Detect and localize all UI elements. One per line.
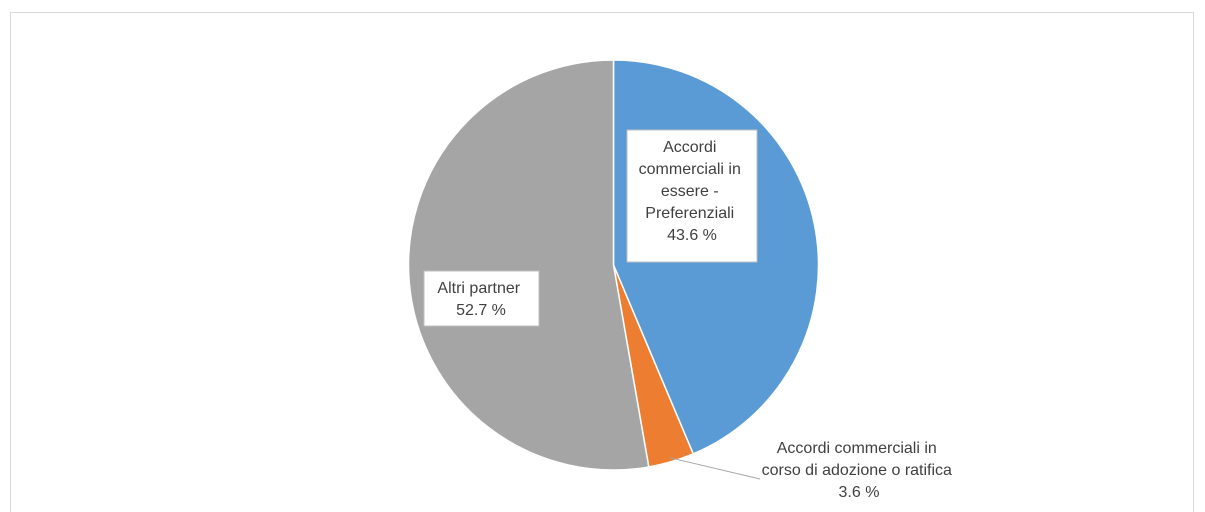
- slice-0-label-line-1: commerciali in: [639, 161, 741, 178]
- slice-1-label-line-0: Accordi commerciali in: [777, 440, 937, 457]
- slice-0-label-line-0: Accordi: [663, 139, 716, 156]
- slice-2-label-line-0: Altri partner: [437, 280, 520, 297]
- slice-label-altri-partner: Altri partner 52.7 %: [423, 270, 540, 327]
- slice-label-adozione: Accordi commerciali in corso di adozione…: [762, 440, 957, 501]
- slice-label-preferenziali: Accordi commerciali in essere - Preferen…: [626, 129, 758, 263]
- slice-2-value-label: 52.7 %: [456, 302, 506, 319]
- leader-line: [670, 457, 761, 480]
- svg-text:Accordi commerciali in c: Accordi commerciali in corso di adozione…: [762, 440, 957, 501]
- slice-0-label-line-2: essere -: [661, 183, 719, 200]
- chart-area: [10, 12, 1194, 512]
- slice-0-value-label: 43.6 %: [667, 227, 717, 244]
- pie-slices: [407, 59, 820, 471]
- svg-text:Accordi commerciali in: Accordi commerciali in essere - Preferen…: [639, 139, 746, 244]
- pie-slice-2: [407, 59, 650, 471]
- slice-1-value-label: 3.6 %: [839, 484, 880, 501]
- slice-0-label-line-3: Preferenziali: [645, 205, 734, 222]
- slice-1-label-line-1: corso di adozione o ratifica: [762, 462, 952, 479]
- svg-text:Altri partner 52.7 %: Altri partner 52.7 %: [437, 280, 524, 319]
